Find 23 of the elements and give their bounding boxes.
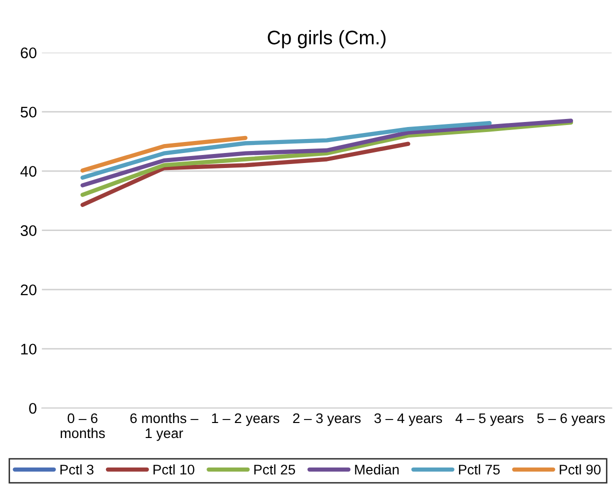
y-tick-label: 10 [21,344,36,355]
legend-label: Pctl 90 [560,464,601,475]
y-tick-label: 40 [20,166,36,177]
y-tick-label: 0 [29,402,36,414]
legend-label: Pctl 25 [254,464,296,475]
y-tick-label: 20 [20,284,36,296]
chart-title: Cp girls (Cm.) [268,30,386,48]
x-tick-label: 5 – 6 years [537,413,605,426]
legend-label: Pctl 3 [60,464,94,475]
x-tick-label: 0 – 6 months [60,413,105,438]
x-tick-label: 1 – 2 years [212,413,280,426]
y-tick-label: 50 [20,106,36,118]
x-tick-label: 4 – 5 years [456,413,524,426]
x-tick-label: 3 – 4 years [374,413,442,426]
legend-label: Pctl 10 [154,464,194,475]
x-tick-label: 2 – 3 years [293,413,361,426]
x-tick-label: 6 months – 1 year [130,412,198,441]
line-series [80,142,410,207]
legend-label: Pctl 75 [459,464,500,475]
line-series [80,121,492,180]
legend-label: Median [355,464,399,475]
y-tick-label: 60 [20,47,36,58]
y-tick-label: 30 [20,225,36,236]
